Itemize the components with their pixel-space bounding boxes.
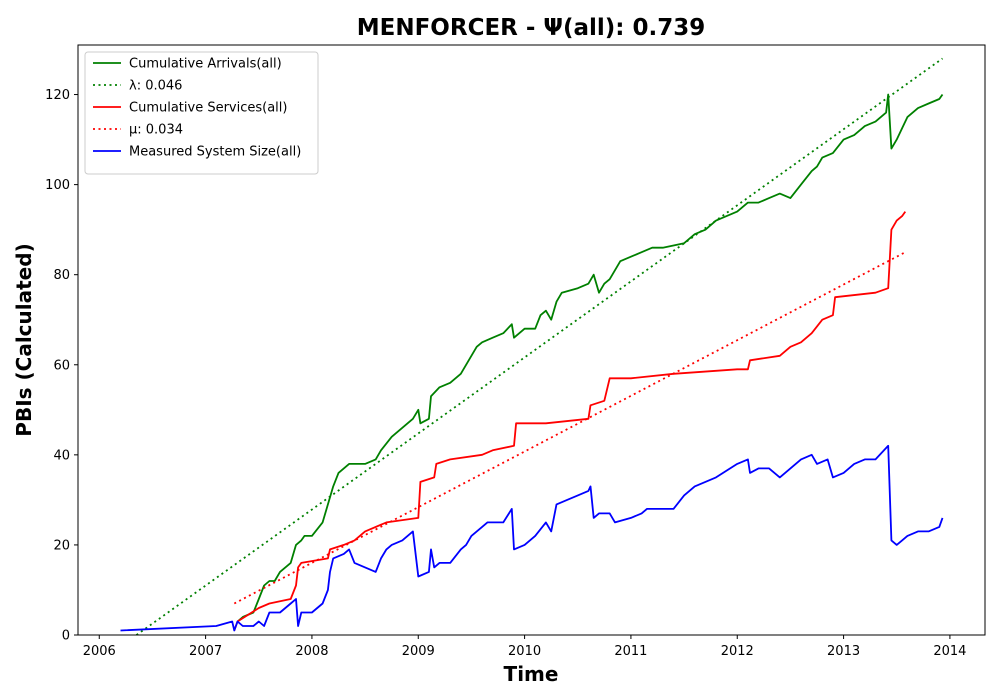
- x-tick-label: 2008: [295, 644, 328, 659]
- series-line-2: [233, 211, 907, 631]
- x-tick-label: 2014: [933, 644, 966, 659]
- x-tick-label: 2013: [827, 644, 860, 659]
- y-tick-label: 60: [53, 358, 70, 373]
- x-tick-label: 2009: [402, 644, 435, 659]
- x-tick-label: 2007: [189, 644, 222, 659]
- x-axis-label: Time: [504, 662, 559, 686]
- legend: Cumulative Arrivals(all) λ: 0.046 Cumulati…: [84, 51, 319, 175]
- y-tick-label: 80: [53, 268, 70, 283]
- y-tick-label: 20: [53, 538, 70, 553]
- plot-frame: [77, 44, 986, 636]
- legend-box: [84, 51, 319, 175]
- y-tick-label: 100: [45, 178, 70, 193]
- y-axis-label: PBIs (Calculated): [12, 243, 36, 436]
- series-line-4: [120, 444, 944, 632]
- series-layer: [120, 57, 944, 635]
- legend-label: μ: 0.034: [129, 123, 183, 138]
- x-tick-label: 2012: [721, 644, 754, 659]
- x-tick-label: 2011: [614, 644, 647, 659]
- x-tick-label: 2006: [83, 644, 116, 659]
- y-tick-label: 120: [45, 88, 70, 103]
- legend-label: Measured System Size(all): [129, 145, 301, 160]
- legend-label: Cumulative Arrivals(all): [129, 57, 282, 72]
- legend-label: Cumulative Services(all): [129, 101, 287, 116]
- chart-title: MENFORCER - Ψ(all): 0.739: [357, 15, 706, 41]
- series-line-3: [233, 251, 906, 605]
- y-tick-label: 40: [53, 448, 70, 463]
- x-tick-label: 2010: [508, 644, 541, 659]
- y-tick-label: 0: [62, 629, 70, 644]
- tick-layer: 2006 2007 2008 2009 2010 2011 2012 2013 2014 0 20 4…: [45, 88, 966, 659]
- legend-label: λ: 0.046: [129, 79, 182, 94]
- series-line-1: [135, 57, 944, 635]
- series-line-0: [236, 93, 944, 623]
